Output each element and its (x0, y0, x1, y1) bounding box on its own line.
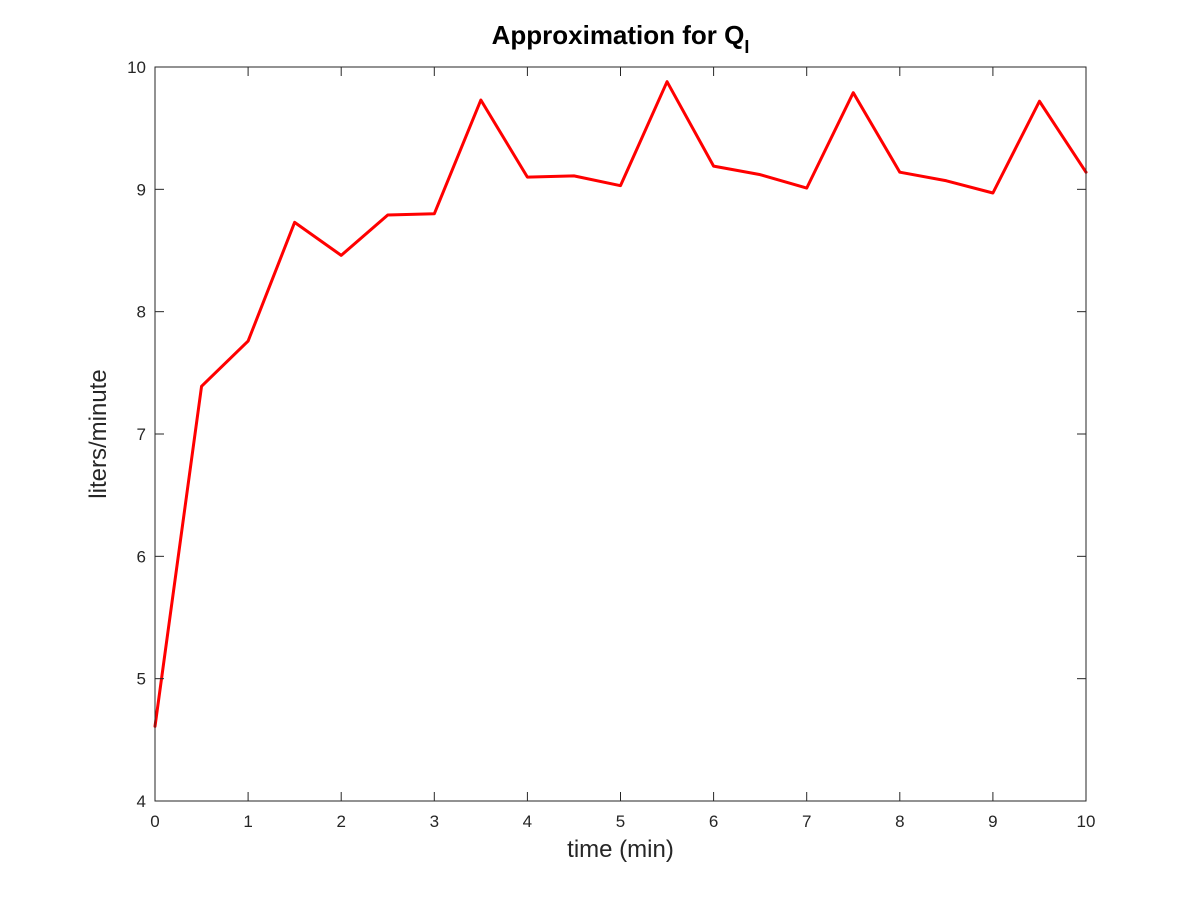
y-tick-label: 6 (137, 547, 146, 566)
y-tick-label: 4 (137, 792, 146, 811)
ticks-layer: 0 1 2 3 4 5 6 7 8 9 10 4 5 6 7 8 9 10 (127, 58, 1095, 831)
series-line-0 (153, 80, 1088, 728)
plot-area (155, 67, 1086, 801)
chart-title: Approximation for QI (492, 20, 750, 57)
x-tick-label: 0 (150, 812, 159, 831)
x-tick-label: 2 (336, 812, 345, 831)
y-tick-label: 8 (137, 303, 146, 322)
x-tick-label: 7 (802, 812, 811, 831)
chart-title-subscript: I (744, 37, 749, 57)
x-tick-label: 6 (709, 812, 718, 831)
y-tick-label: 9 (137, 180, 146, 199)
x-tick-label: 3 (430, 812, 439, 831)
x-tick-label: 5 (616, 812, 625, 831)
x-tick-label: 4 (523, 812, 532, 831)
y-tick-label: 7 (137, 425, 146, 444)
x-tick-label: 10 (1077, 812, 1096, 831)
y-axis-label: liters/minute (85, 369, 112, 498)
x-axis-label: time (min) (567, 836, 674, 863)
x-tick-label: 9 (988, 812, 997, 831)
series-layer (153, 80, 1088, 728)
x-tick-label: 8 (895, 812, 904, 831)
x-tick-label: 1 (243, 812, 252, 831)
y-tick-label: 5 (137, 670, 146, 689)
chart-title-main: Approximation for Q (492, 20, 745, 50)
y-tick-label: 10 (127, 58, 146, 77)
